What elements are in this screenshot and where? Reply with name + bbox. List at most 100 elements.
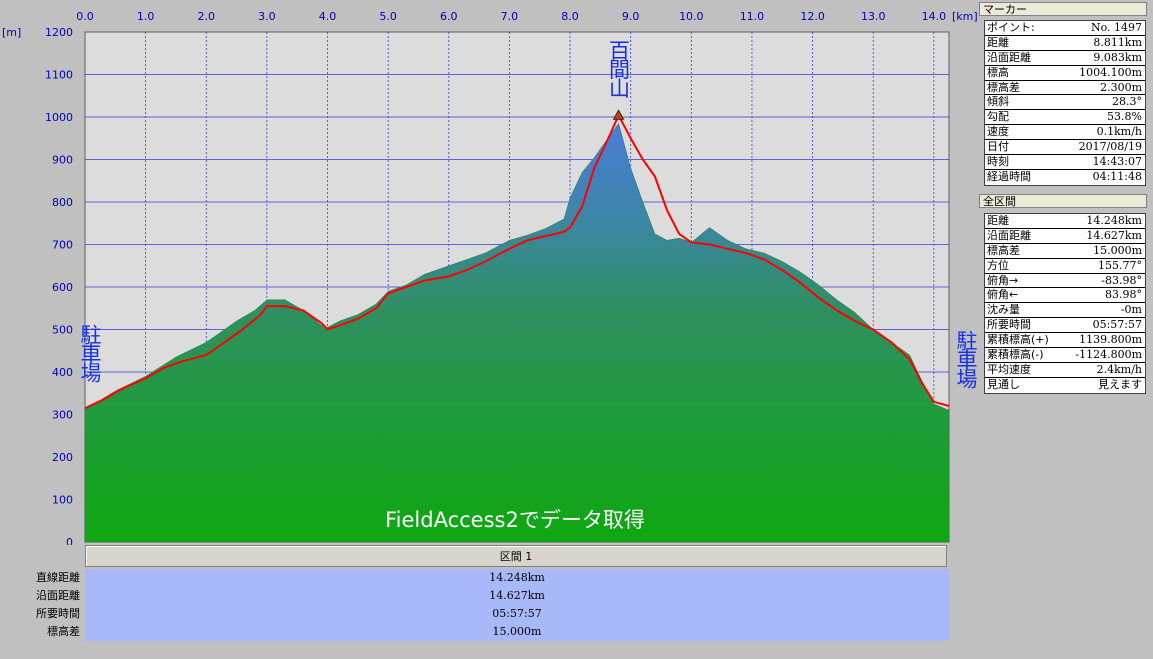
y-tick-label: 1100	[45, 69, 73, 82]
total-row: 俯角→ -83.98°	[985, 274, 1145, 289]
total-row: 累積標高(+) 1139.800m	[985, 333, 1145, 349]
marker-row: 日付 2017/08/19	[985, 140, 1145, 156]
marker-row-value: 0.1km/h	[1096, 125, 1142, 139]
x-tick-label: 2.0	[198, 10, 216, 23]
y-tick-label: 900	[52, 154, 73, 167]
marker-row: 傾斜 28.3°	[985, 95, 1145, 111]
total-row-label: 見通し	[987, 377, 1020, 391]
total-row-value: 14.248km	[1086, 214, 1142, 227]
marker-row-value: 53.8%	[1107, 110, 1142, 124]
total-row-value: 14.627km	[1086, 228, 1142, 242]
total-row-value: 155.77°	[1098, 258, 1142, 272]
total-row-label: 距離	[987, 214, 1009, 227]
marker-row: ポイント: No. 1497	[985, 21, 1145, 36]
y-unit-label: [m]	[2, 26, 21, 39]
y-tick-label: 700	[52, 239, 73, 252]
total-row-label: 累積標高(-)	[987, 348, 1044, 362]
peak-label: 百間山	[607, 39, 631, 98]
section-title: 区間 1	[499, 550, 533, 563]
total-row-value: 05:57:57	[1092, 318, 1142, 332]
section-row-value: 14.627km	[85, 587, 949, 605]
x-tick-label: 5.0	[379, 10, 397, 23]
section-row: 沿面距離 14.627km	[0, 587, 950, 605]
x-tick-label: 14.0	[922, 10, 947, 23]
elevation-area	[84, 122, 950, 543]
y-tick-label: 0	[66, 536, 73, 545]
marker-row-label: 時刻	[987, 155, 1009, 169]
marker-row-value: 2.300m	[1100, 80, 1142, 94]
marker-table: ポイント: No. 1497 距離 8.811km 沿面距離 9.083km 標高 10…	[984, 20, 1146, 186]
total-row: 方位 155.77°	[985, 259, 1145, 274]
marker-row-label: 沿面距離	[987, 50, 1031, 64]
y-tick-label: 800	[52, 196, 73, 209]
y-tick-label: 400	[52, 366, 73, 379]
section-row: 直線距離 14.248km	[0, 569, 950, 587]
total-panel-title: 全区間	[979, 194, 1147, 208]
marker-row-value: No. 1497	[1090, 21, 1142, 34]
x-tick-label: 12.0	[800, 10, 825, 23]
y-tick-label: 200	[52, 451, 73, 464]
marker-panel-title: マーカー	[979, 2, 1147, 16]
total-row: 俯角← 83.98°	[985, 288, 1145, 304]
total-row-label: 所要時間	[987, 318, 1031, 332]
marker-row: 時刻 14:43:07	[985, 155, 1145, 170]
peak-triangle	[612, 109, 625, 120]
y-tick-label: 1000	[45, 111, 73, 124]
total-row: 累積標高(-) -1124.800m	[985, 348, 1145, 363]
total-row: 標高差 15.000m	[985, 244, 1145, 259]
marker-row: 経過時間 04:11:48	[985, 170, 1145, 185]
total-row-value: 見えます	[1098, 377, 1142, 391]
x-tick-label: 11.0	[740, 10, 765, 23]
section-row-label: 所要時間	[36, 607, 80, 620]
total-row-label: 方位	[987, 258, 1009, 272]
section-row-label: 直線距離	[36, 571, 80, 584]
marker-row: 標高差 2.300m	[985, 81, 1145, 96]
section-header[interactable]: 区間 1	[85, 545, 947, 567]
total-row-label: 累積標高(+)	[987, 333, 1049, 347]
section-row: 所要時間 05:57:57	[0, 605, 950, 623]
marker-row-value: 8.811km	[1093, 35, 1142, 49]
track-line	[84, 113, 950, 410]
marker-row-value: 28.3°	[1112, 95, 1142, 109]
info-panel: マーカー ポイント: No. 1497 距離 8.811km 沿面距離 9.083km…	[978, 0, 1153, 659]
y-tick-label: 600	[52, 281, 73, 294]
start-parking-label: 駐車場	[78, 324, 102, 383]
total-row: 沿面距離 14.627km	[985, 229, 1145, 244]
x-tick-label: 1.0	[137, 10, 155, 23]
marker-row: 速度 0.1km/h	[985, 125, 1145, 141]
total-row-label: 沿面距離	[987, 228, 1031, 242]
section-row-value: 14.248km	[85, 569, 949, 587]
marker-row-value: 14:43:07	[1092, 155, 1142, 169]
marker-row-label: 傾斜	[987, 95, 1009, 109]
marker-row-label: ポイント:	[987, 21, 1035, 34]
section-row-label: 標高差	[47, 625, 80, 638]
section-row-value: 05:57:57	[85, 605, 949, 623]
marker-row-value: 2017/08/19	[1078, 140, 1142, 154]
total-table: 距離 14.248km 沿面距離 14.627km 標高差 15.000m 方位 155…	[984, 213, 1146, 394]
marker-row: 沿面距離 9.083km	[985, 51, 1145, 66]
marker-row: 勾配 53.8%	[985, 110, 1145, 126]
section-row-label: 沿面距離	[36, 589, 80, 602]
section-row-value: 15.000m	[85, 623, 949, 641]
total-row: 見通し 見えます	[985, 378, 1145, 393]
total-row-value: 1139.800m	[1079, 333, 1142, 347]
end-parking-label: 駐車場	[954, 330, 978, 389]
marker-row: 距離 8.811km	[985, 36, 1145, 51]
marker-row-value: 9.083km	[1093, 50, 1142, 64]
data-source-caption: FieldAccess2でデータ取得	[385, 508, 645, 532]
marker-row-label: 標高差	[987, 80, 1020, 94]
marker-row: 標高 1004.100m	[985, 66, 1145, 81]
x-tick-label: 4.0	[319, 10, 337, 23]
x-tick-label: 7.0	[501, 10, 519, 23]
marker-row-label: 速度	[987, 125, 1009, 139]
marker-row-value: 1004.100m	[1079, 65, 1142, 79]
x-tick-label: 6.0	[440, 10, 458, 23]
y-tick-label: 500	[52, 324, 73, 337]
x-tick-label: 9.0	[622, 10, 640, 23]
marker-row-value: 04:11:48	[1092, 169, 1142, 183]
total-row: 沈み量 -0m	[985, 303, 1145, 319]
x-tick-label: 10.0	[679, 10, 704, 23]
elevation-chart[interactable]: 0.0 1.0 2.0 3.0 4.0 5.0 6.0 7.0 8.0 9.0 10.0 11.0 12…	[0, 0, 978, 549]
y-tick-label: 100	[52, 494, 73, 507]
x-tick-label: 13.0	[861, 10, 886, 23]
